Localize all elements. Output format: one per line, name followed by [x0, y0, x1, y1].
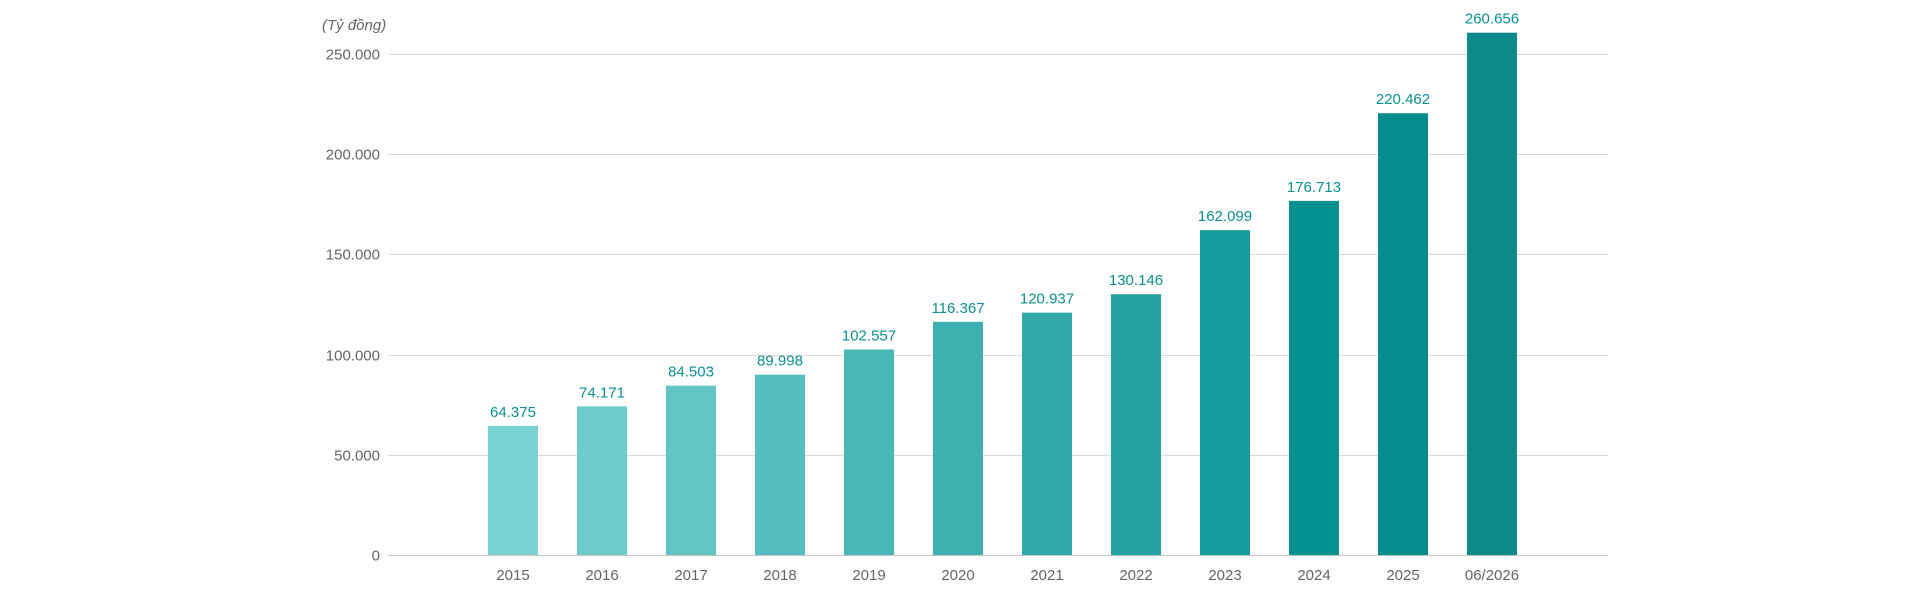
- y-tick-label: 200.000: [326, 147, 380, 164]
- bars: [488, 32, 1517, 556]
- data-label: 162.099: [1198, 208, 1252, 225]
- bar-2018: [755, 374, 805, 555]
- y-tick-label: 250.000: [326, 47, 380, 64]
- bar-2025: [1378, 113, 1428, 555]
- x-tick-label: 2018: [763, 567, 796, 584]
- data-label: 64.375: [490, 404, 536, 421]
- bar-2020: [933, 321, 983, 555]
- x-axis-tick-labels: 2015 2016 2017 2018 2019 2020 2021 2022 2023 2024…: [496, 567, 1519, 584]
- y-tick-label: 50.000: [334, 448, 380, 465]
- bar-2019: [844, 349, 894, 555]
- data-label: 220.462: [1376, 91, 1430, 108]
- data-label: 89.998: [757, 353, 803, 370]
- bar-06/2026: [1467, 32, 1517, 556]
- data-label: 102.557: [842, 327, 896, 344]
- bar-2021: [1022, 312, 1072, 555]
- x-tick-label: 06/2026: [1465, 567, 1519, 584]
- data-label: 84.503: [668, 364, 714, 381]
- y-tick-label: 150.000: [326, 247, 380, 264]
- data-label: 260.656: [1465, 11, 1519, 28]
- data-label: 130.146: [1109, 272, 1163, 289]
- x-tick-label: 2021: [1030, 567, 1063, 584]
- bar-2016: [577, 406, 627, 555]
- data-labels: 64.375 74.171 84.503 89.998 102.557 116.367 12…: [490, 11, 1519, 421]
- x-tick-label: 2016: [585, 567, 618, 584]
- data-label: 120.937: [1020, 291, 1074, 308]
- y-tick-label: 100.000: [326, 348, 380, 365]
- bar-2017: [666, 385, 716, 555]
- bar-2022: [1111, 294, 1161, 555]
- x-tick-label: 2019: [852, 567, 885, 584]
- data-label: 176.713: [1287, 179, 1341, 196]
- bar-2023: [1200, 230, 1250, 556]
- x-tick-label: 2025: [1386, 567, 1419, 584]
- x-tick-label: 2020: [941, 567, 974, 584]
- bar-2015: [488, 426, 538, 555]
- data-label: 116.367: [931, 300, 984, 317]
- x-tick-label: 2022: [1119, 567, 1152, 584]
- data-label: 74.171: [579, 384, 625, 401]
- y-axis-unit-label: (Tỷ đồng): [322, 17, 386, 34]
- x-tick-label: 2024: [1297, 567, 1330, 584]
- x-tick-label: 2017: [674, 567, 707, 584]
- y-tick-label: 0: [372, 548, 380, 565]
- y-axis-tick-labels: 0 50.000 100.000 150.000 200.000 250.000: [326, 47, 380, 565]
- bar-2024: [1289, 200, 1339, 555]
- x-tick-label: 2023: [1208, 567, 1241, 584]
- x-tick-label: 2015: [496, 567, 529, 584]
